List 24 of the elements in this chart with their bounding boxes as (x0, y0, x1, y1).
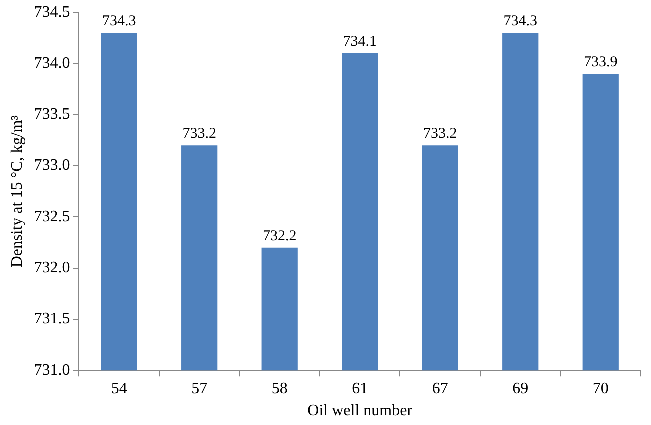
y-tick-label: 731.0 (34, 362, 70, 379)
y-tick-label: 732.0 (34, 260, 70, 277)
x-tick-label: 58 (272, 380, 288, 398)
x-tick-label: 67 (432, 380, 448, 398)
y-tick-label: 734.5 (34, 4, 70, 21)
y-tick-label: 733.5 (34, 106, 70, 124)
y-tick-label: 731.5 (34, 310, 70, 328)
data-label: 733.2 (182, 126, 216, 142)
y-tick-label: 733.0 (34, 157, 70, 174)
data-label: 734.3 (504, 13, 538, 30)
y-axis-title: Density at 15 °C, kg/m³ (8, 115, 26, 268)
data-label: 733.2 (423, 126, 458, 142)
x-tick-label: 61 (352, 380, 368, 398)
x-tick-label: 69 (512, 380, 529, 398)
y-tick-label: 732.5 (34, 208, 70, 226)
x-tick-label: 70 (592, 380, 609, 398)
x-tick-label: 54 (111, 380, 128, 398)
x-tick-label: 57 (192, 380, 208, 398)
data-label: 733.9 (584, 54, 618, 70)
data-label: 734.3 (102, 13, 136, 30)
x-axis-title: Oil well number (308, 402, 414, 420)
y-tick-label: 734.0 (34, 54, 70, 72)
data-label: 732.2 (262, 228, 297, 244)
data-label: 734.1 (343, 34, 377, 50)
